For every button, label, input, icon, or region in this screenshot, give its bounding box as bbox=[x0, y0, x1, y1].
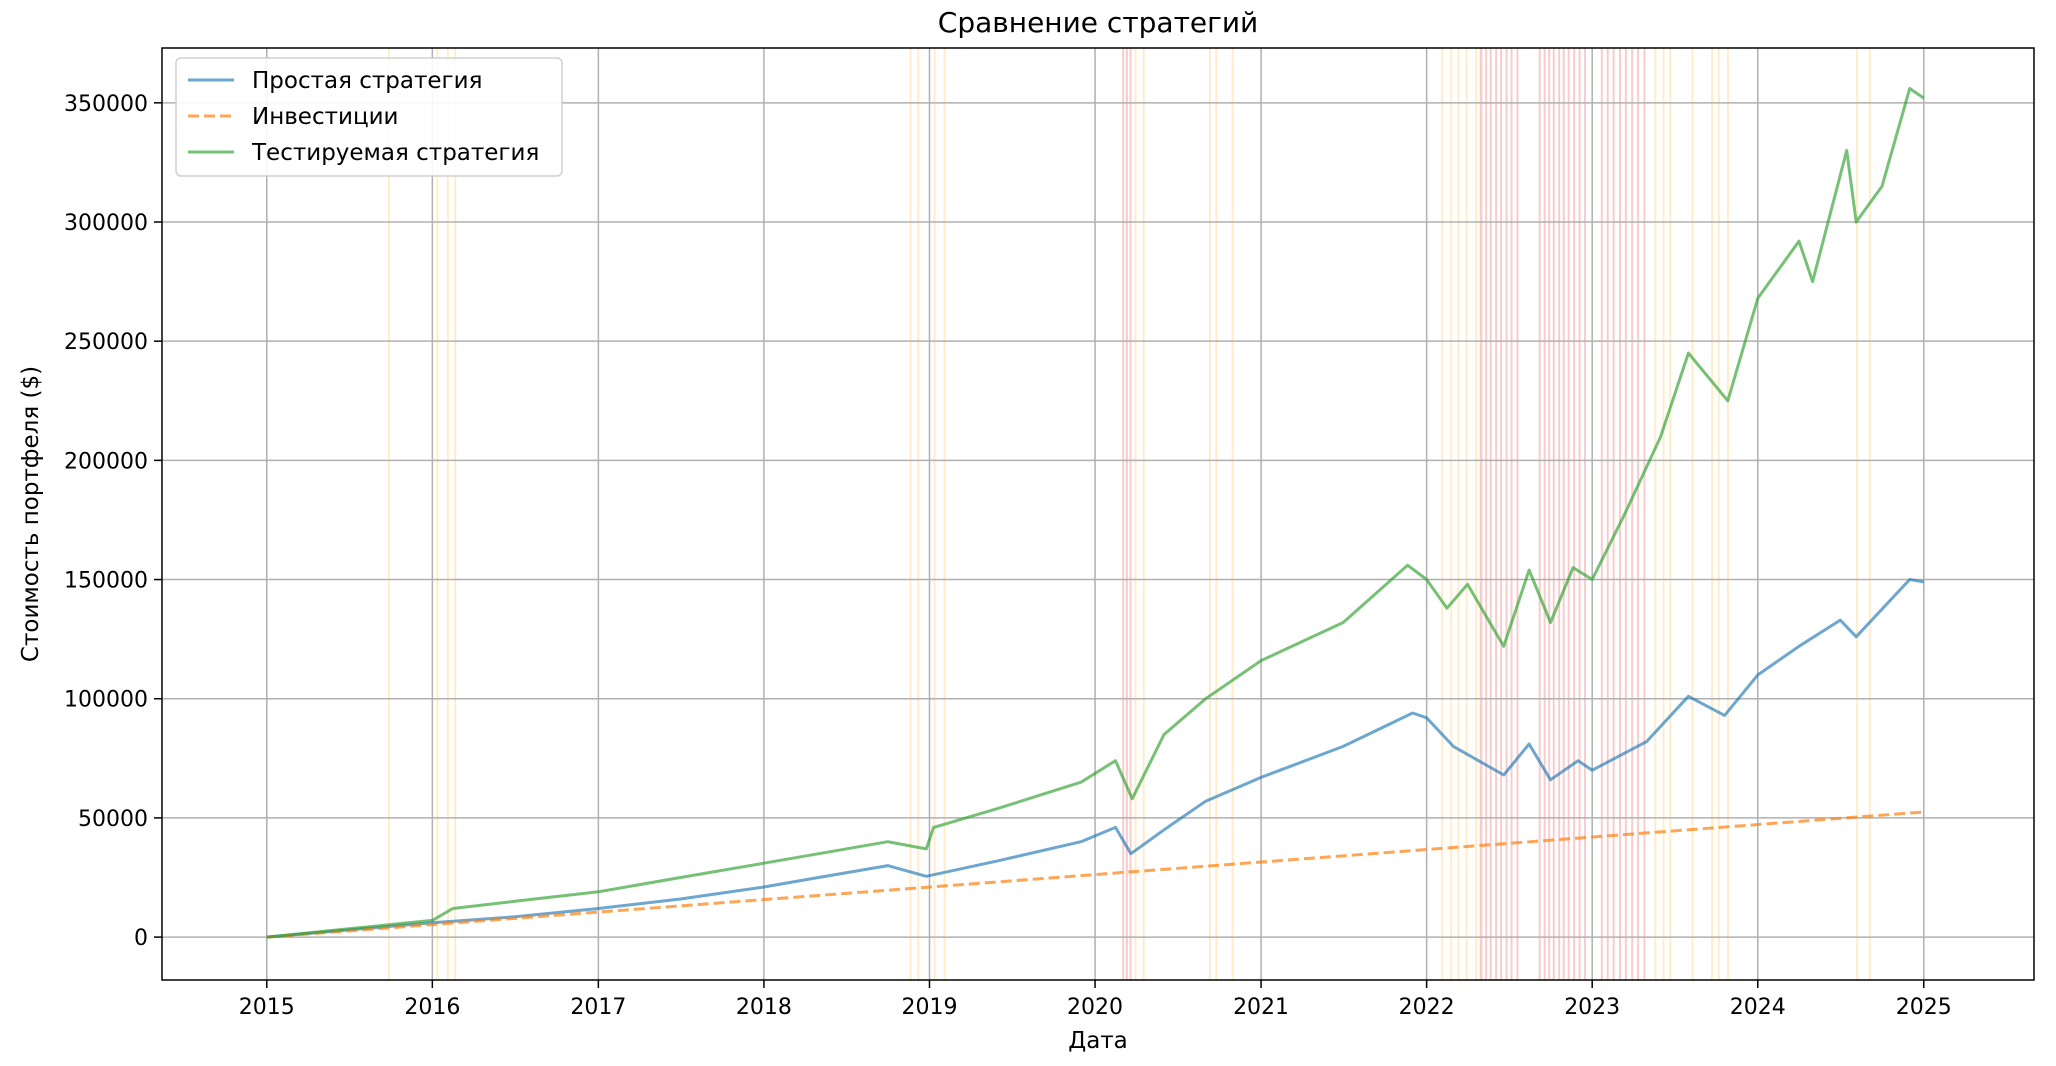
warning-band-23 bbox=[1717, 48, 1720, 980]
alert-band-21 bbox=[1600, 48, 1603, 980]
legend: Простая стратегия Инвестиции Тестируемая с… bbox=[175, 57, 563, 177]
warning-band-16 bbox=[1465, 48, 1468, 980]
alert-band-15 bbox=[1558, 48, 1561, 980]
alert-band-19 bbox=[1578, 48, 1581, 980]
warning-band-2 bbox=[446, 48, 449, 980]
alert-band-22 bbox=[1606, 48, 1609, 980]
warning-band-3 bbox=[454, 48, 457, 980]
warning-band-17 bbox=[1475, 48, 1478, 980]
alert-band-1 bbox=[1125, 48, 1128, 980]
x-tick-label-2: 2017 bbox=[570, 995, 626, 1020]
alert-band-11 bbox=[1538, 48, 1541, 980]
warning-band-21 bbox=[1691, 48, 1694, 980]
x-axis-label: Дата bbox=[1068, 1028, 1128, 1054]
x-axis-ticks: 2015 2016 2017 2018 2019 2020 2021 2022 2023 2024… bbox=[239, 980, 1952, 1020]
alert-band-12 bbox=[1543, 48, 1546, 980]
series-line-0 bbox=[266, 578, 1925, 939]
plot-background bbox=[162, 48, 2034, 980]
alert-band-18 bbox=[1573, 48, 1576, 980]
alert-band-4 bbox=[1485, 48, 1488, 980]
x-tick-label-5: 2020 bbox=[1067, 995, 1123, 1020]
y-tick-label-0: 0 bbox=[134, 926, 148, 951]
alert-band-28 bbox=[1643, 48, 1646, 980]
alert-band-16 bbox=[1562, 48, 1565, 980]
x-tick-label-10: 2025 bbox=[1896, 995, 1952, 1020]
alert-band-26 bbox=[1631, 48, 1634, 980]
legend-label-1: Инвестиции bbox=[252, 104, 399, 130]
warning-band-12 bbox=[1231, 48, 1234, 980]
warning-band-10 bbox=[1208, 48, 1211, 980]
x-tick-label-6: 2021 bbox=[1233, 995, 1289, 1020]
y-tick-label-3: 150000 bbox=[64, 569, 148, 594]
x-tick-label-1: 2016 bbox=[404, 995, 460, 1020]
warning-band-24 bbox=[1726, 48, 1729, 980]
y-tick-label-5: 250000 bbox=[64, 330, 148, 355]
warning-band-8 bbox=[1134, 48, 1137, 980]
warning-band-19 bbox=[1662, 48, 1665, 980]
legend-label-2: Тестируемая стратегия bbox=[251, 140, 539, 166]
alert-band-13 bbox=[1548, 48, 1551, 980]
x-tick-label-7: 2022 bbox=[1399, 995, 1455, 1020]
warning-band-11 bbox=[1215, 48, 1218, 980]
x-tick-label-0: 2015 bbox=[239, 995, 295, 1020]
y-axis-label: Стоимость портфеля ($) bbox=[18, 366, 44, 662]
alert-band-9 bbox=[1510, 48, 1513, 980]
warning-band-0 bbox=[387, 48, 390, 980]
y-tick-label-6: 300000 bbox=[64, 211, 148, 236]
y-tick-label-1: 50000 bbox=[78, 807, 148, 832]
legend-box bbox=[175, 57, 563, 177]
alert-band-17 bbox=[1567, 48, 1570, 980]
warning-band-26 bbox=[1868, 48, 1871, 980]
alert-band-20 bbox=[1584, 48, 1587, 980]
alert-band-7 bbox=[1500, 48, 1503, 980]
y-tick-label-7: 350000 bbox=[64, 92, 148, 117]
warning-band-6 bbox=[933, 48, 936, 980]
plot-frame bbox=[161, 47, 2035, 981]
warning-band-1 bbox=[436, 48, 439, 980]
alert-band-0 bbox=[1122, 48, 1125, 980]
x-tick-label-8: 2023 bbox=[1564, 995, 1620, 1020]
warning-band-13 bbox=[1441, 48, 1444, 980]
alert-band-14 bbox=[1552, 48, 1555, 980]
warning-band-9 bbox=[1142, 48, 1145, 980]
alert-band-2 bbox=[1129, 48, 1132, 980]
series-line-2 bbox=[266, 87, 1925, 939]
alert-band-5 bbox=[1489, 48, 1492, 980]
legend-label-0: Простая стратегия bbox=[252, 68, 482, 94]
grid-lines bbox=[162, 48, 2034, 980]
warning-band-14 bbox=[1450, 48, 1453, 980]
alert-band-23 bbox=[1612, 48, 1615, 980]
alert-band-24 bbox=[1618, 48, 1621, 980]
alert-band-3 bbox=[1479, 48, 1483, 980]
series-lines bbox=[266, 87, 1925, 939]
warning-band-22 bbox=[1711, 48, 1714, 980]
y-tick-label-2: 100000 bbox=[64, 688, 148, 713]
warning-band-4 bbox=[909, 48, 912, 980]
chart-title: Сравнение стратегий bbox=[938, 6, 1258, 39]
warning-band-25 bbox=[1856, 48, 1859, 980]
alert-band-6 bbox=[1495, 48, 1498, 980]
y-tick-label-4: 200000 bbox=[64, 449, 148, 474]
warning-band-7 bbox=[943, 48, 946, 980]
alert-band-10 bbox=[1516, 48, 1519, 980]
plot-area bbox=[161, 47, 2035, 981]
alert-band-27 bbox=[1637, 48, 1640, 980]
warning-band-20 bbox=[1669, 48, 1672, 980]
series-line-1 bbox=[266, 810, 1924, 939]
warning-band-18 bbox=[1654, 48, 1657, 980]
x-tick-label-3: 2018 bbox=[736, 995, 792, 1020]
x-tick-label-9: 2024 bbox=[1730, 995, 1786, 1020]
x-tick-label-4: 2019 bbox=[901, 995, 957, 1020]
y-axis-ticks: 0 50000 100000 150000 200000 250000 300000 3500… bbox=[64, 92, 162, 951]
warning-band-15 bbox=[1457, 48, 1460, 980]
warning-band-5 bbox=[917, 48, 920, 980]
alert-band-8 bbox=[1505, 48, 1508, 980]
